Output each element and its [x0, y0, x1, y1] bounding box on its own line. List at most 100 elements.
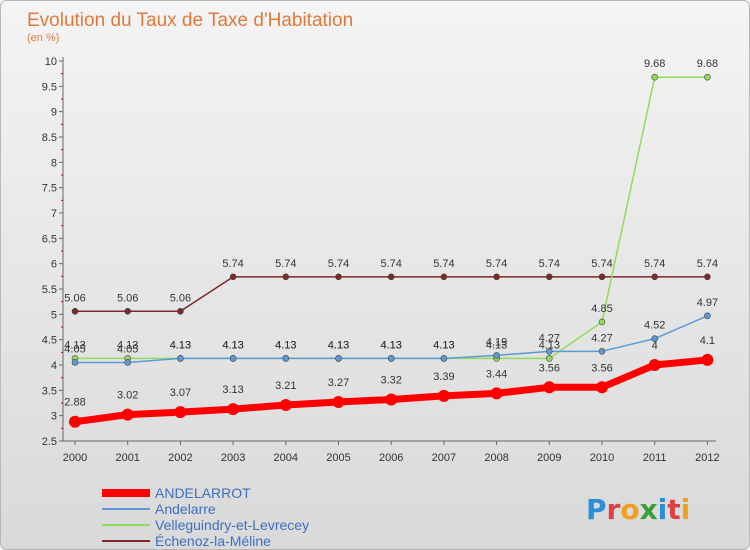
data-label: 9.68: [697, 58, 718, 70]
data-label: 5.06: [64, 292, 85, 304]
legend-label: Andelarre: [155, 501, 216, 517]
logo-letter: t: [667, 493, 680, 526]
data-label: 5.74: [486, 258, 507, 270]
data-label: 4.13: [328, 339, 349, 351]
data-point: [490, 387, 503, 400]
data-point: [174, 406, 187, 419]
series-line-2: [75, 76, 708, 360]
y-tick-label: 6.5: [42, 233, 57, 245]
data-point: [545, 355, 553, 362]
data-label: 4.13: [328, 339, 349, 351]
data-point: [701, 353, 714, 366]
data-point: [545, 273, 553, 281]
x-tick-label: 2008: [484, 452, 508, 464]
y-tick-label: 2.5: [42, 436, 57, 448]
data-point: [335, 355, 342, 362]
data-label: 4.13: [64, 339, 85, 351]
y-tick-label: 7: [51, 208, 57, 220]
data-label: 4.13: [486, 339, 507, 351]
data-label: 3.39: [433, 371, 454, 383]
chart-title: Evolution du Taux de Taxe d'Habitation: [27, 10, 353, 31]
data-label: 4.27: [539, 332, 560, 344]
data-label: 5.74: [222, 258, 243, 270]
logo-letter: o: [620, 493, 639, 526]
data-label: 3.27: [328, 377, 349, 389]
y-tick-label: 3.5: [42, 385, 57, 397]
data-point: [69, 415, 81, 428]
x-tick-label: 2012: [695, 452, 719, 464]
logo-letter: r: [607, 493, 621, 526]
y-tick-label: 3: [51, 411, 57, 423]
data-point: [71, 359, 79, 366]
data-label: 3.32: [380, 374, 401, 386]
x-tick-label: 2001: [115, 452, 139, 464]
data-point: [651, 273, 659, 281]
data-label: 5.74: [275, 258, 296, 270]
data-point: [651, 73, 659, 81]
y-tick-label: 4.5: [42, 335, 57, 347]
data-label: 5.74: [697, 258, 718, 270]
data-label: 4: [652, 340, 658, 352]
data-point: [440, 355, 448, 362]
data-point: [124, 359, 131, 366]
data-point: [387, 355, 395, 362]
data-point: [71, 307, 79, 315]
data-label: 2.88: [64, 397, 85, 409]
data-point: [229, 355, 237, 362]
y-tick-label: 9.5: [42, 81, 57, 93]
proxiti-logo: Proxiti: [586, 493, 690, 526]
data-point: [279, 399, 292, 412]
logo-letter: i: [658, 493, 668, 526]
y-tick-label: 10: [45, 56, 57, 68]
data-label: 4.05: [64, 343, 85, 355]
data-point: [227, 403, 240, 416]
legend-label: Velleguindry-et-Levrecey: [155, 517, 309, 533]
data-point: [335, 273, 342, 281]
x-tick-label: 2009: [537, 452, 561, 464]
data-point: [598, 273, 606, 281]
data-label: 4.13: [433, 339, 454, 351]
x-tick-label: 2005: [326, 452, 350, 464]
data-label: 3.13: [222, 384, 243, 396]
data-label: 4.27: [591, 332, 612, 344]
data-label: 5.06: [170, 292, 191, 304]
data-label: 5.74: [380, 258, 401, 270]
data-point: [282, 355, 290, 362]
x-tick-label: 2010: [590, 452, 614, 464]
x-tick-label: 2007: [432, 452, 456, 464]
x-tick-label: 2006: [379, 452, 403, 464]
x-tick-label: 2011: [643, 452, 667, 464]
data-label: 3.07: [170, 387, 191, 399]
data-label: 5.74: [644, 258, 665, 270]
data-label: 4.13: [433, 339, 454, 351]
legend-label: Échenoz-la-Méline: [155, 533, 271, 549]
data-point: [121, 408, 134, 421]
data-label: 4.05: [117, 343, 138, 355]
chart-subtitle: (en %): [27, 32, 59, 44]
legend-label: ANDELARROT: [155, 485, 251, 501]
data-label: 4.13: [380, 339, 401, 351]
data-point: [596, 381, 608, 394]
data-label: 5.74: [328, 258, 349, 270]
data-label: 5.74: [433, 258, 454, 270]
data-point: [543, 381, 556, 394]
data-point: [177, 355, 184, 362]
data-point: [493, 273, 500, 281]
data-point: [704, 273, 711, 281]
data-label: 5.74: [591, 258, 612, 270]
data-label: 3.21: [275, 380, 296, 392]
x-tick-label: 2004: [274, 452, 298, 464]
data-label: 4.13: [275, 339, 296, 351]
y-tick-label: 4: [51, 360, 57, 372]
data-label: 9.68: [644, 58, 665, 70]
data-point: [704, 73, 711, 81]
data-label: 4.13: [539, 339, 560, 351]
data-label: 4.13: [170, 339, 191, 351]
data-point: [332, 395, 345, 408]
data-label: 4.85: [591, 303, 612, 315]
data-label: 4.13: [117, 339, 138, 351]
logo-letter: x: [640, 493, 658, 526]
legend: ANDELARROTAndelarreVelleguindry-et-Levre…: [102, 485, 309, 549]
data-point: [648, 359, 661, 371]
